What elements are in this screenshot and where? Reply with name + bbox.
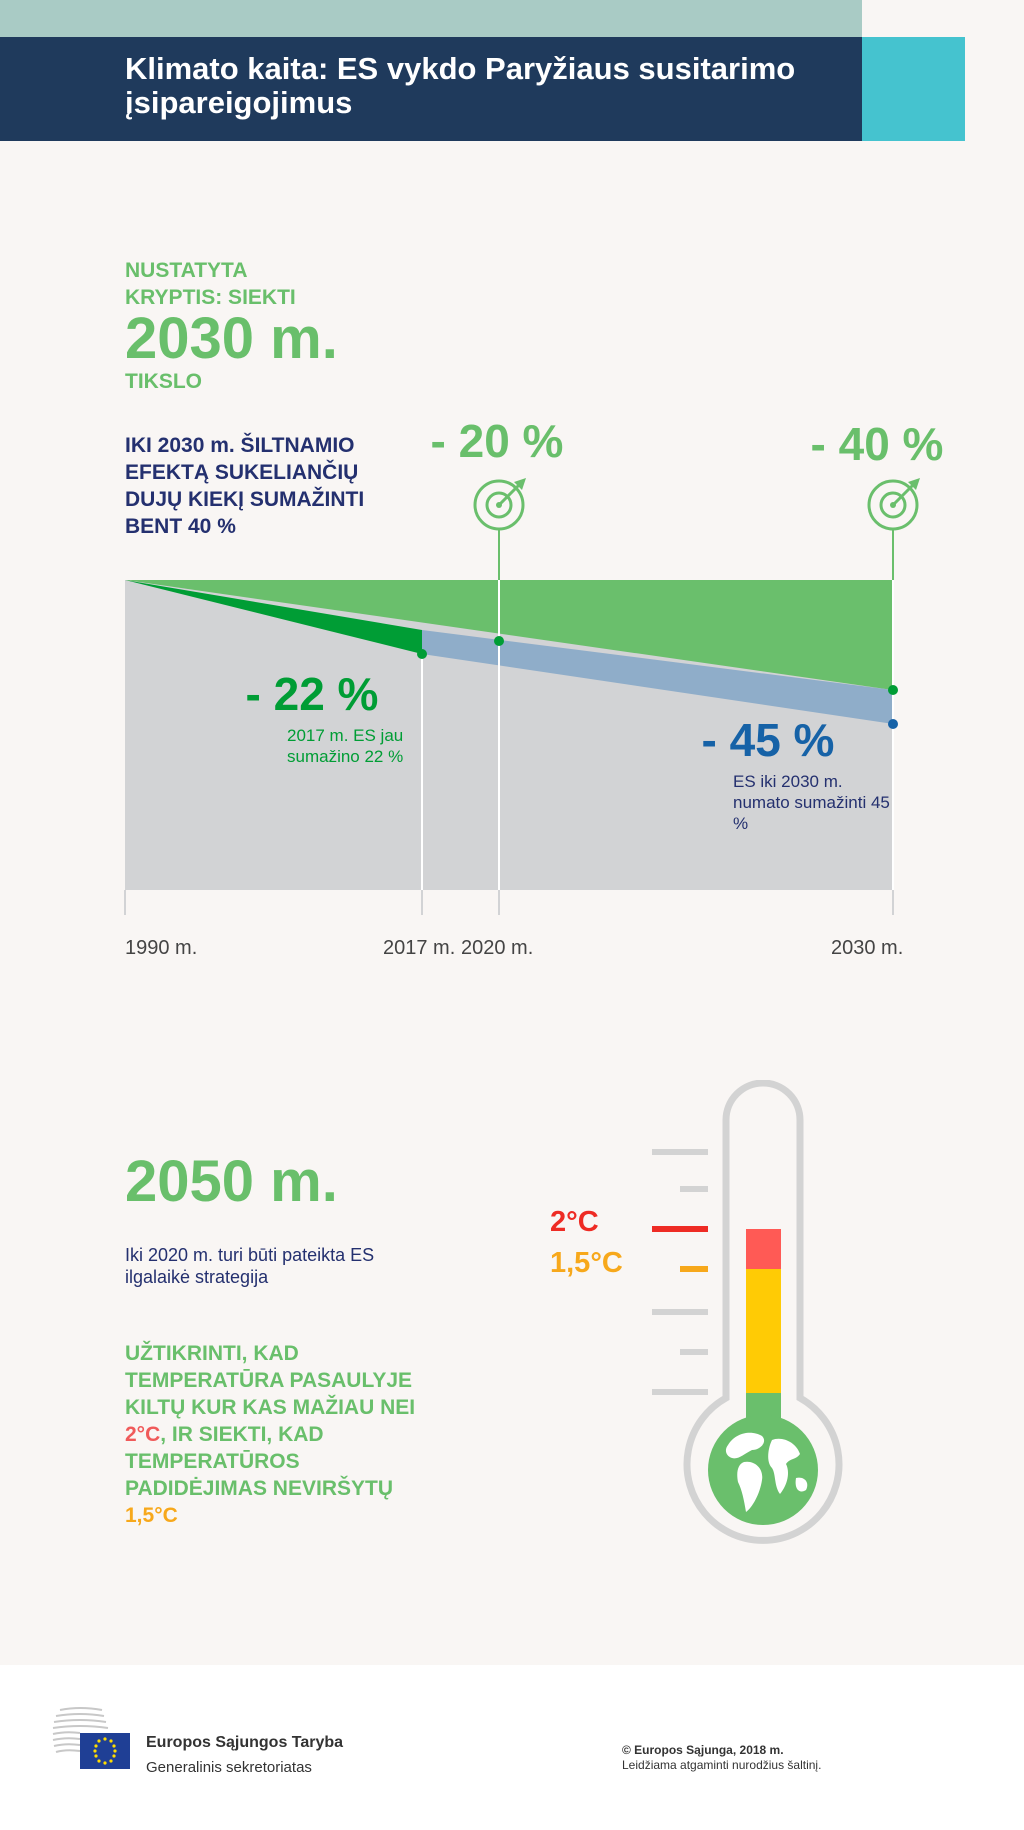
council-name: Europos Sąjungos Taryba (146, 1734, 344, 1751)
goal-year: 2030 m. (125, 306, 338, 371)
achieved-label: - 22 % (246, 668, 379, 720)
top-band (0, 0, 862, 37)
achieved-area (125, 580, 422, 654)
achieved-note: 2017 m. ES jau sumažino 22 % (287, 726, 403, 766)
x-tick-label: 2030 m. (831, 937, 903, 959)
projected-area (422, 630, 893, 724)
level-yellow (746, 1269, 781, 1393)
pledge-text: UŽTIKRINTI, KAD TEMPERATŪRA PASAULYJE KI… (125, 1340, 425, 1529)
footer (0, 1665, 1024, 1830)
goal-label-line2: KRYPTIS: SIEKTI (125, 286, 296, 309)
year-2050: 2050 m. (125, 1149, 338, 1214)
target-2020-label: - 20 % (431, 415, 564, 467)
target-2030-label: - 40 % (811, 418, 944, 470)
council-subtitle: Generalinis sekretoriatas (146, 1759, 312, 1776)
level-red (746, 1229, 781, 1269)
x-tick-label: 2017 m. (383, 937, 455, 959)
temp-2c-label: 2°C (550, 1206, 599, 1238)
page-title: Klimato kaita: ES vykdo Paryžiaus susita… (125, 51, 796, 120)
goal-suffix: TIKSLO (125, 370, 202, 393)
strategy-text: Iki 2020 m. turi būti pateikta ES ilgala… (125, 1245, 375, 1287)
thermometer-frame (683, 1080, 843, 1544)
point-2020 (494, 636, 504, 646)
title-bar (0, 37, 862, 141)
globe-icon (725, 1432, 808, 1512)
permission-note: Leidžiama atgaminti nurodžius šaltinį. (622, 1758, 822, 1772)
projected-label: - 45 % (702, 714, 835, 766)
target-icon-2020 (473, 478, 526, 531)
pledge-2c: 2°C (125, 1423, 161, 1446)
point-2017 (417, 649, 427, 659)
title-accent (862, 37, 965, 141)
globe-bulb (708, 1415, 818, 1525)
x-tick-label: 1990 m. (125, 937, 197, 959)
emissions-chart: - 20 % - 40 % - 22 % - 45 % 2017 m. ES j… (124, 415, 944, 959)
goal-label-line1: NUSTATYTA (125, 259, 248, 282)
goal-description: IKI 2030 m. ŠILTNAMIO EFEKTĄ SUKELIANČIŲ… (125, 434, 365, 538)
point-2030-projected (888, 719, 898, 729)
point-2030-target (888, 685, 898, 695)
temp-15c-label: 1,5°C (550, 1247, 623, 1279)
pledge-part2: , IR SIEKTI, KAD TEMPERATŪROS PADIDĖJIMA… (125, 1423, 393, 1500)
pledge-part1: UŽTIKRINTI, KAD TEMPERATŪRA PASAULYJE KI… (125, 1342, 416, 1419)
goal-label: NUSTATYTA KRYPTIS: SIEKTI (125, 257, 445, 311)
pledge-15c: 1,5°C (125, 1504, 178, 1527)
target-area (125, 580, 893, 690)
target-icon-2030 (867, 478, 920, 531)
x-tick-label: 2020 m. (461, 937, 533, 959)
council-logo-icon (52, 1707, 130, 1769)
projected-note: ES iki 2030 m. numato sumažinti 45 % (733, 772, 890, 833)
thermometer (652, 1080, 843, 1544)
copyright: © Europos Sąjunga, 2018 m. (622, 1743, 784, 1757)
